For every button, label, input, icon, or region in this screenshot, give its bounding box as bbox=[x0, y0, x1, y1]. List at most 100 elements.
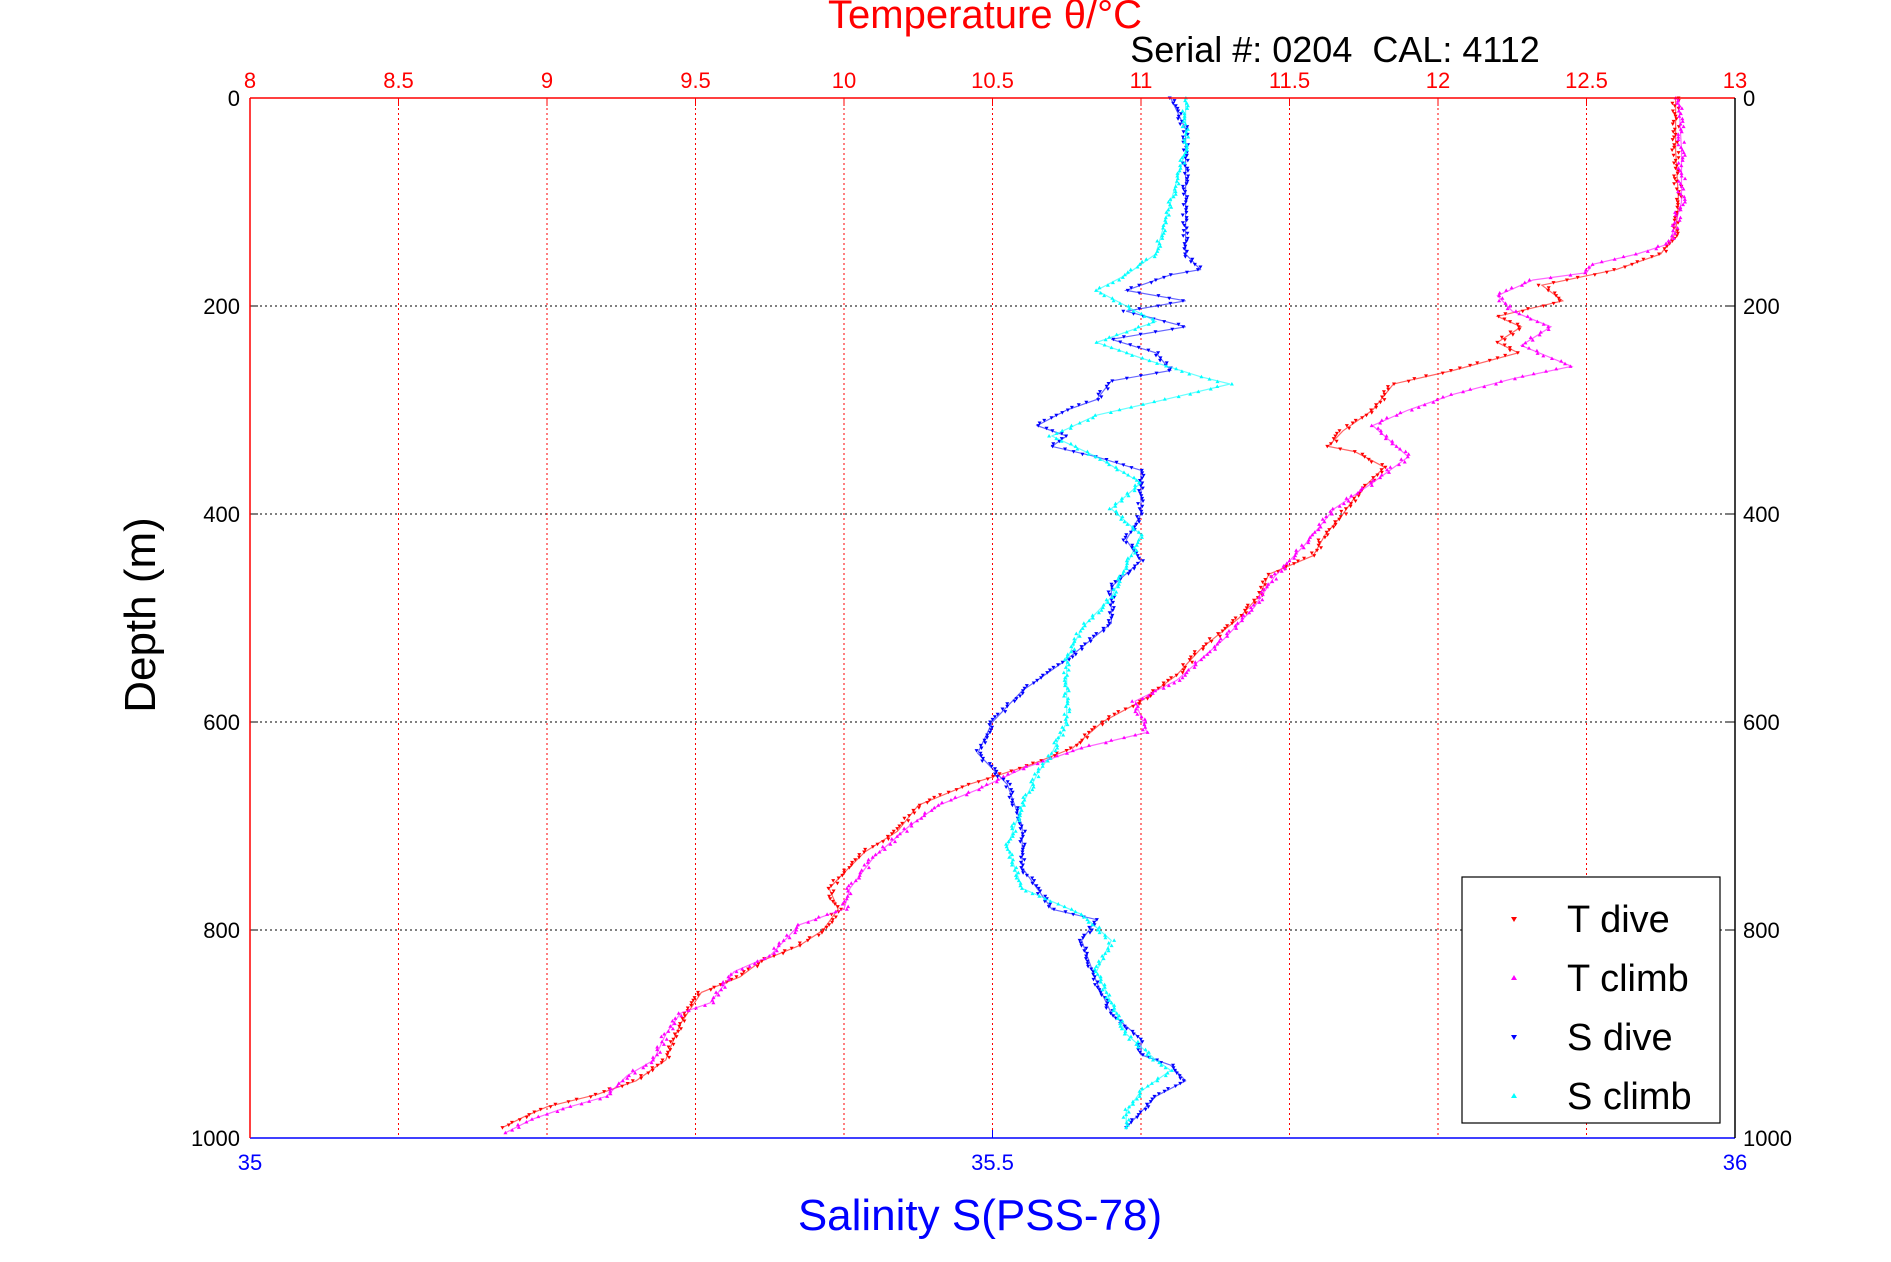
data-point bbox=[1065, 714, 1070, 719]
data-point bbox=[1182, 114, 1187, 118]
data-point bbox=[1150, 1097, 1155, 1101]
data-point bbox=[668, 1040, 673, 1044]
data-point bbox=[625, 1076, 630, 1080]
data-point bbox=[524, 1115, 529, 1120]
data-point bbox=[1090, 613, 1095, 617]
data-point bbox=[1173, 1084, 1178, 1088]
data-point bbox=[1023, 792, 1028, 797]
data-point bbox=[1172, 681, 1177, 685]
data-point bbox=[1057, 439, 1062, 444]
data-point bbox=[1374, 403, 1379, 407]
data-point bbox=[1157, 1060, 1162, 1065]
data-point bbox=[1090, 415, 1095, 420]
data-point bbox=[1181, 1079, 1186, 1083]
data-point bbox=[1128, 530, 1133, 535]
data-point bbox=[1113, 465, 1118, 469]
legend-marker bbox=[1511, 917, 1517, 922]
data-point bbox=[1090, 728, 1095, 732]
data-point bbox=[1240, 616, 1245, 620]
data-point bbox=[532, 1110, 537, 1114]
data-point bbox=[1062, 683, 1067, 688]
data-point bbox=[1412, 377, 1417, 381]
data-point bbox=[1109, 738, 1114, 742]
data-point bbox=[1184, 101, 1189, 105]
data-point bbox=[806, 920, 811, 924]
data-point bbox=[1504, 288, 1509, 292]
data-point bbox=[1679, 163, 1684, 168]
data-point bbox=[1035, 678, 1040, 683]
data-point bbox=[1152, 1094, 1157, 1099]
data-point bbox=[1085, 959, 1090, 964]
data-point bbox=[1105, 460, 1110, 464]
data-point bbox=[1635, 260, 1640, 264]
data-point bbox=[1546, 288, 1551, 293]
data-point bbox=[1671, 228, 1676, 233]
data-point bbox=[870, 845, 875, 849]
data-point bbox=[1183, 244, 1188, 249]
data-point bbox=[1118, 1021, 1123, 1026]
data-point bbox=[1520, 309, 1525, 314]
data-point bbox=[1110, 608, 1115, 613]
data-point bbox=[1097, 988, 1102, 992]
data-point bbox=[643, 1063, 648, 1067]
data-point bbox=[1168, 301, 1173, 306]
data-point bbox=[1251, 603, 1256, 607]
data-point bbox=[1133, 733, 1138, 737]
data-point bbox=[1215, 642, 1220, 646]
data-point bbox=[1109, 585, 1114, 589]
data-point bbox=[1012, 699, 1017, 704]
data-point bbox=[1018, 805, 1023, 810]
data-point bbox=[1495, 340, 1500, 345]
data-point bbox=[1056, 902, 1061, 906]
data-point bbox=[1123, 707, 1128, 711]
data-point bbox=[1072, 636, 1077, 641]
data-point bbox=[1065, 722, 1070, 727]
data-point bbox=[1138, 491, 1143, 496]
data-point bbox=[1676, 161, 1681, 165]
data-point bbox=[1065, 652, 1070, 656]
data-point bbox=[787, 935, 792, 940]
data-point bbox=[1175, 171, 1180, 175]
data-point bbox=[1101, 629, 1106, 633]
data-point bbox=[1322, 519, 1327, 524]
data-point bbox=[1164, 361, 1169, 365]
data-point bbox=[1564, 278, 1569, 282]
data-point bbox=[1079, 912, 1084, 916]
data-point bbox=[1186, 135, 1191, 139]
data-point bbox=[1128, 343, 1133, 347]
data-point bbox=[853, 878, 858, 883]
data-point bbox=[1535, 319, 1540, 324]
data-point bbox=[1508, 304, 1513, 308]
data-point bbox=[1093, 413, 1098, 417]
data-point bbox=[1672, 220, 1677, 225]
data-point bbox=[1143, 1107, 1148, 1112]
data-point bbox=[1065, 699, 1070, 703]
data-point bbox=[1030, 777, 1035, 781]
data-point bbox=[1182, 111, 1187, 116]
data-point bbox=[1676, 192, 1681, 197]
data-point bbox=[664, 1037, 669, 1041]
data-point bbox=[1670, 223, 1675, 227]
x-top-tick-label: 8.5 bbox=[383, 68, 414, 93]
data-point bbox=[1094, 340, 1099, 344]
data-point bbox=[1056, 663, 1061, 667]
data-point bbox=[1177, 1074, 1182, 1078]
data-point bbox=[671, 1037, 676, 1042]
data-point bbox=[1184, 142, 1189, 147]
data-point bbox=[1014, 865, 1019, 870]
data-point bbox=[1040, 761, 1045, 766]
data-point bbox=[1132, 488, 1137, 493]
data-point bbox=[1030, 881, 1035, 886]
data-point bbox=[1120, 275, 1125, 279]
data-point bbox=[1136, 480, 1141, 485]
data-point bbox=[1178, 1081, 1183, 1086]
data-point bbox=[1141, 402, 1146, 406]
data-point bbox=[638, 1074, 643, 1078]
data-point bbox=[1023, 829, 1028, 834]
data-point bbox=[1102, 343, 1107, 347]
data-point bbox=[1079, 647, 1084, 652]
data-point bbox=[1008, 782, 1013, 787]
data-point bbox=[1551, 301, 1556, 306]
data-point bbox=[847, 866, 852, 870]
